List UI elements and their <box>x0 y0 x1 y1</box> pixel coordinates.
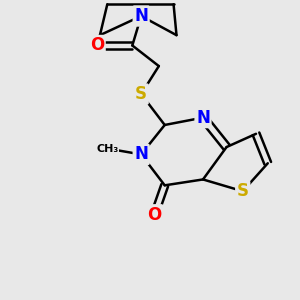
Text: S: S <box>237 182 249 200</box>
Text: N: N <box>134 146 148 164</box>
Text: S: S <box>135 85 147 103</box>
Text: CH₃: CH₃ <box>96 143 118 154</box>
Text: N: N <box>134 7 148 25</box>
Text: N: N <box>196 109 210 127</box>
Text: O: O <box>147 206 161 224</box>
Text: O: O <box>90 37 104 55</box>
